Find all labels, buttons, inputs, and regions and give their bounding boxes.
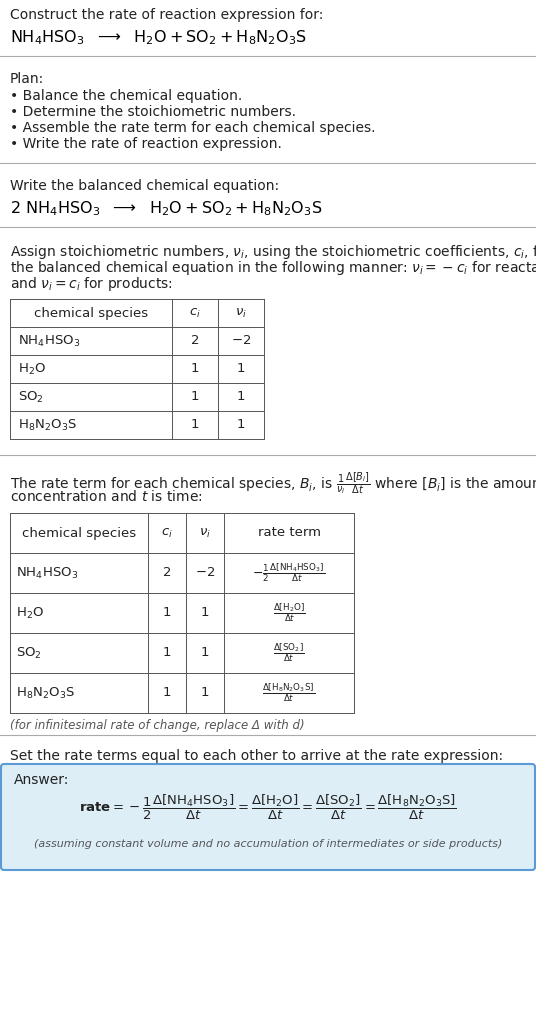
Text: $c_i$: $c_i$ — [189, 306, 201, 320]
Text: $\mathbf{rate} = -\dfrac{1}{2}\dfrac{\Delta[\mathrm{NH_4HSO_3}]}{\Delta t} = \df: $\mathbf{rate} = -\dfrac{1}{2}\dfrac{\De… — [79, 793, 457, 822]
Text: 1: 1 — [163, 647, 171, 660]
Text: $\frac{\Delta[\mathrm{H_8N_2O_3S}]}{\Delta t}$: $\frac{\Delta[\mathrm{H_8N_2O_3S}]}{\Del… — [263, 682, 316, 704]
Text: 2: 2 — [191, 334, 199, 347]
Text: 1: 1 — [237, 391, 245, 404]
Text: 1: 1 — [201, 647, 209, 660]
Text: 1: 1 — [163, 607, 171, 620]
FancyBboxPatch shape — [1, 764, 535, 870]
Text: Plan:: Plan: — [10, 72, 44, 86]
Text: Answer:: Answer: — [14, 773, 69, 787]
Text: Construct the rate of reaction expression for:: Construct the rate of reaction expressio… — [10, 8, 323, 22]
Text: 1: 1 — [191, 363, 199, 375]
Text: rate term: rate term — [257, 526, 321, 540]
Text: • Assemble the rate term for each chemical species.: • Assemble the rate term for each chemic… — [10, 121, 376, 135]
Text: $\mathrm{NH_4HSO_3}$  $\longrightarrow$  $\mathrm{H_2O + SO_2 + H_8N_2O_3S}$: $\mathrm{NH_4HSO_3}$ $\longrightarrow$ $… — [10, 28, 307, 46]
Text: $\frac{\Delta[\mathrm{H_2O}]}{\Delta t}$: $\frac{\Delta[\mathrm{H_2O}]}{\Delta t}$ — [273, 601, 306, 624]
Text: $c_i$: $c_i$ — [161, 526, 173, 540]
Text: and $\nu_i = c_i$ for products:: and $\nu_i = c_i$ for products: — [10, 276, 173, 293]
Text: 1: 1 — [237, 363, 245, 375]
Text: Assign stoichiometric numbers, $\nu_i$, using the stoichiometric coefficients, $: Assign stoichiometric numbers, $\nu_i$, … — [10, 243, 536, 261]
Text: • Write the rate of reaction expression.: • Write the rate of reaction expression. — [10, 137, 282, 151]
Text: chemical species: chemical species — [34, 306, 148, 320]
Text: 1: 1 — [191, 418, 199, 432]
Text: concentration and $t$ is time:: concentration and $t$ is time: — [10, 489, 203, 504]
Text: 1: 1 — [191, 391, 199, 404]
Text: $\nu_i$: $\nu_i$ — [199, 526, 211, 540]
Text: $\frac{\Delta[\mathrm{SO_2}]}{\Delta t}$: $\frac{\Delta[\mathrm{SO_2}]}{\Delta t}$ — [273, 641, 305, 664]
Text: $\mathrm{H_2O}$: $\mathrm{H_2O}$ — [16, 605, 44, 621]
Text: $-\frac{1}{2}\frac{\Delta[\mathrm{NH_4HSO_3}]}{\Delta t}$: $-\frac{1}{2}\frac{\Delta[\mathrm{NH_4HS… — [252, 561, 325, 584]
Text: 1: 1 — [201, 607, 209, 620]
Text: Write the balanced chemical equation:: Write the balanced chemical equation: — [10, 179, 279, 193]
Text: (assuming constant volume and no accumulation of intermediates or side products): (assuming constant volume and no accumul… — [34, 839, 502, 849]
Text: • Determine the stoichiometric numbers.: • Determine the stoichiometric numbers. — [10, 105, 296, 119]
Text: The rate term for each chemical species, $B_i$, is $\frac{1}{\nu_i}\frac{\Delta[: The rate term for each chemical species,… — [10, 471, 536, 497]
Text: 1: 1 — [201, 687, 209, 699]
Text: 1: 1 — [237, 418, 245, 432]
Text: Set the rate terms equal to each other to arrive at the rate expression:: Set the rate terms equal to each other t… — [10, 749, 503, 763]
Text: the balanced chemical equation in the following manner: $\nu_i = -c_i$ for react: the balanced chemical equation in the fo… — [10, 259, 536, 277]
Text: • Balance the chemical equation.: • Balance the chemical equation. — [10, 89, 242, 103]
Text: $-2$: $-2$ — [195, 566, 215, 580]
Text: 1: 1 — [163, 687, 171, 699]
Text: $\mathrm{NH_4HSO_3}$: $\mathrm{NH_4HSO_3}$ — [18, 333, 80, 348]
Text: $\mathrm{H_2O}$: $\mathrm{H_2O}$ — [18, 362, 46, 376]
Text: $\mathrm{2\ NH_4HSO_3}$  $\longrightarrow$  $\mathrm{H_2O + SO_2 + H_8N_2O_3S}$: $\mathrm{2\ NH_4HSO_3}$ $\longrightarrow… — [10, 199, 322, 218]
Text: $\mathrm{H_8N_2O_3S}$: $\mathrm{H_8N_2O_3S}$ — [18, 417, 77, 433]
Text: $\mathrm{SO_2}$: $\mathrm{SO_2}$ — [16, 646, 42, 661]
Text: $\mathrm{NH_4HSO_3}$: $\mathrm{NH_4HSO_3}$ — [16, 565, 78, 581]
Text: chemical species: chemical species — [22, 526, 136, 540]
Text: 2: 2 — [163, 566, 171, 580]
Text: (for infinitesimal rate of change, replace Δ with d): (for infinitesimal rate of change, repla… — [10, 719, 304, 732]
Text: $\nu_i$: $\nu_i$ — [235, 306, 247, 320]
Text: $\mathrm{H_8N_2O_3S}$: $\mathrm{H_8N_2O_3S}$ — [16, 686, 75, 700]
Text: $\mathrm{SO_2}$: $\mathrm{SO_2}$ — [18, 390, 44, 405]
Text: $-2$: $-2$ — [231, 334, 251, 347]
